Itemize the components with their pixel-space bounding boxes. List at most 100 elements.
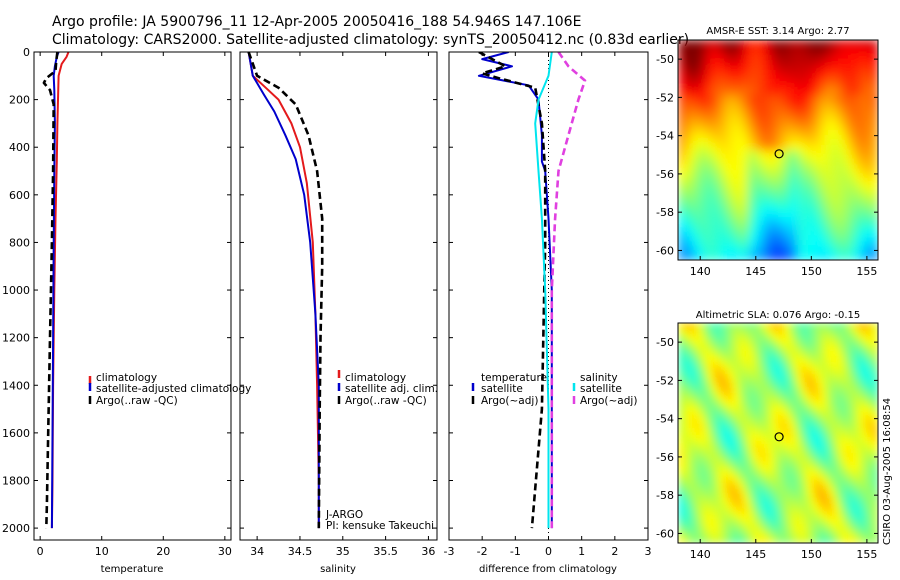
heatmap-cell: [783, 328, 789, 334]
heatmap-cell: [693, 165, 699, 171]
heatmap-cell: [728, 205, 734, 211]
heatmap-cell: [728, 115, 734, 121]
heatmap-cell: [738, 205, 744, 211]
heatmap-cell: [753, 85, 759, 91]
heatmap-cell: [703, 363, 709, 369]
heatmap-cell: [873, 60, 878, 66]
heatmap-cell: [698, 403, 704, 409]
heatmap-cell: [853, 160, 859, 166]
heatmap-cell: [678, 165, 684, 171]
heatmap-cell: [853, 150, 859, 156]
heatmap-cell: [838, 155, 844, 161]
heatmap-cell: [803, 225, 809, 231]
heatmap-cell: [773, 120, 779, 126]
heatmap-cell: [713, 518, 719, 524]
heatmap-cell: [723, 368, 729, 374]
heatmap-cell: [813, 75, 819, 81]
heatmap-cell: [743, 508, 749, 514]
heatmap-cell: [748, 353, 754, 359]
heatmap-cell: [748, 105, 754, 111]
heatmap-cell: [813, 448, 819, 454]
heatmap-cell: [798, 135, 804, 141]
heatmap-cell: [703, 473, 709, 479]
heatmap-cell: [753, 438, 759, 444]
heatmap-cell: [843, 165, 849, 171]
heatmap-cell: [773, 353, 779, 359]
heatmap-cell: [828, 508, 834, 514]
heatmap-cell: [743, 373, 749, 379]
heatmap-cell: [868, 418, 874, 424]
heatmap-cell: [813, 160, 819, 166]
heatmap-cell: [843, 518, 849, 524]
heatmap-cell: [768, 210, 774, 216]
heatmap-cell: [718, 328, 724, 334]
heatmap-cell: [763, 115, 769, 121]
heatmap-cell: [838, 220, 844, 226]
heatmap-cell: [803, 170, 809, 176]
heatmap-cell: [823, 488, 829, 494]
heatmap-cell: [763, 463, 769, 469]
heatmap-cell: [748, 388, 754, 394]
heatmap-cell: [803, 85, 809, 91]
heatmap-cell: [828, 95, 834, 101]
heatmap-cell: [828, 413, 834, 419]
heatmap-cell: [758, 220, 764, 226]
heatmap-cell: [713, 55, 719, 61]
heatmap-cell: [848, 468, 854, 474]
heatmap-cell: [768, 145, 774, 151]
heatmap-cell: [713, 348, 719, 354]
heatmap-cell: [733, 75, 739, 81]
heatmap-cell: [738, 453, 744, 459]
heatmap-cell: [748, 503, 754, 509]
heatmap-cell: [698, 443, 704, 449]
heatmap-cell: [708, 85, 714, 91]
heatmap-cell: [768, 195, 774, 201]
heatmap-cell: [703, 348, 709, 354]
map-x-tick-label: 145: [745, 548, 766, 561]
heatmap-cell: [803, 323, 809, 329]
sla-map-frame: [677, 322, 879, 544]
heatmap-cell: [728, 488, 734, 494]
heatmap-cell: [783, 170, 789, 176]
heatmap-cell: [798, 418, 804, 424]
heatmap-cell: [768, 90, 774, 96]
heatmap-cell: [758, 463, 764, 469]
heatmap-cell: [723, 513, 729, 519]
heatmap-cell: [678, 503, 684, 509]
heatmap-cell: [763, 50, 769, 56]
heatmap-cell: [873, 40, 878, 46]
heatmap-cell: [833, 463, 839, 469]
heatmap-cell: [688, 145, 694, 151]
heatmap-cell: [778, 45, 784, 51]
heatmap-cell: [813, 413, 819, 419]
heatmap-cell: [718, 215, 724, 221]
heatmap-cell: [683, 205, 689, 211]
heatmap-cell: [718, 80, 724, 86]
heatmap-cell: [808, 180, 814, 186]
heatmap-cell: [843, 170, 849, 176]
heatmap-cell: [783, 150, 789, 156]
heatmap-cell: [783, 493, 789, 499]
heatmap-cell: [868, 358, 874, 364]
heatmap-cell: [793, 483, 799, 489]
heatmap-cell: [768, 453, 774, 459]
heatmap-cell: [738, 478, 744, 484]
heatmap-cell: [808, 240, 814, 246]
heatmap-cell: [853, 105, 859, 111]
heatmap-cell: [833, 80, 839, 86]
heatmap-cell: [798, 160, 804, 166]
heatmap-cell: [678, 245, 684, 251]
heatmap-cell: [858, 413, 864, 419]
heatmap-cell: [873, 368, 878, 374]
heatmap-cell: [688, 60, 694, 66]
sla-map-panel: Altimetric SLA: 0.076 Argo: -0.15 140 145…: [656, 310, 879, 561]
heatmap-cell: [818, 463, 824, 469]
heatmap-cell: [683, 125, 689, 131]
heatmap-cell: [768, 150, 774, 156]
heatmap-cell: [763, 215, 769, 221]
heatmap-cell: [773, 478, 779, 484]
heatmap-cell: [678, 210, 684, 216]
heatmap-cell: [818, 100, 824, 106]
heatmap-cell: [733, 433, 739, 439]
heatmap-cell: [713, 195, 719, 201]
